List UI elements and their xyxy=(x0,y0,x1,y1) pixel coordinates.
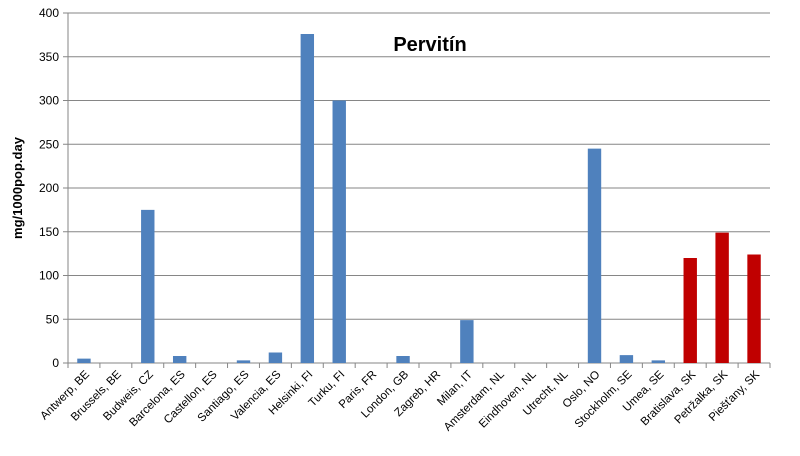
bar xyxy=(460,320,474,363)
y-tick-label: 200 xyxy=(39,181,59,195)
y-axis-label: mg/1000pop.day xyxy=(10,136,25,239)
axes xyxy=(67,13,771,368)
bar xyxy=(747,254,761,363)
gridlines xyxy=(68,12,770,320)
x-tick-label: Barcelona, ES xyxy=(127,368,188,429)
bar xyxy=(396,356,410,363)
bar xyxy=(715,232,729,363)
chart-title: Pervitín xyxy=(393,34,466,56)
bar xyxy=(683,258,697,363)
bar xyxy=(236,360,251,363)
bar xyxy=(619,355,634,363)
bar xyxy=(651,360,666,363)
y-tick-label: 100 xyxy=(39,269,59,283)
x-tick-label: Stockholm, SE xyxy=(573,368,635,430)
x-tick-label: Eindhoven, NL xyxy=(477,368,539,430)
x-tick-label: Bratislava, SK xyxy=(639,368,699,428)
bar xyxy=(77,358,91,363)
bar xyxy=(141,209,155,363)
y-tick-label: 0 xyxy=(52,356,59,370)
y-tick-label: 350 xyxy=(39,50,59,64)
y-tick-label: 250 xyxy=(39,137,59,151)
bar xyxy=(300,34,315,363)
y-tick-label: 300 xyxy=(39,94,59,108)
bar xyxy=(172,356,187,363)
y-tick-label: 50 xyxy=(46,312,60,326)
bar xyxy=(332,100,346,363)
y-tick-label: 400 xyxy=(39,6,59,20)
y-tick-labels: 0 50 100 150 200 250 300 350 400 xyxy=(39,6,68,370)
bar xyxy=(268,352,283,363)
y-tick-label: 150 xyxy=(39,225,59,239)
bars xyxy=(77,34,761,363)
bar xyxy=(587,148,602,363)
